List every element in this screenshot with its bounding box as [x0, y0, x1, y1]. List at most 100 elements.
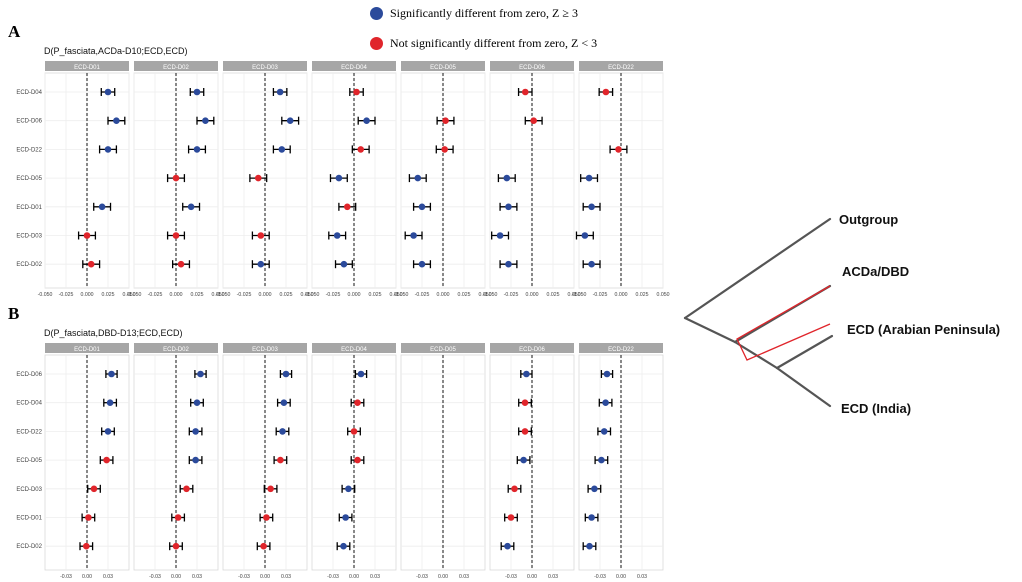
data-point — [354, 456, 361, 464]
x-tick-label: 0.050 — [212, 292, 225, 296]
legend-significant: Significantly different from zero, Z ≥ 3 — [370, 6, 578, 21]
data-point — [104, 146, 112, 153]
y-tick-label: ECD-D04 — [16, 90, 42, 96]
y-tick-label: ECD-D02 — [16, 262, 42, 268]
x-tick-label: 0.000 — [615, 292, 628, 296]
x-tick-label: -0.050 — [483, 292, 498, 296]
data-point — [172, 174, 180, 182]
x-tick-label: -0.050 — [216, 292, 231, 296]
tree-branch-ecd-arabian — [775, 334, 834, 370]
facet-label: ECD-D06 — [519, 65, 545, 71]
data-point — [363, 117, 370, 124]
x-tick-label: 0.025 — [191, 292, 204, 296]
data-point — [263, 514, 270, 521]
x-tick-label: -0.03 — [238, 574, 250, 578]
x-tick-label: -0.03 — [416, 574, 428, 578]
y-tick-label: ECD-D03 — [16, 487, 42, 493]
tip-label-acda-dbd: ACDa/DBD — [842, 264, 909, 279]
y-tick-label: ECD-D03 — [16, 234, 42, 240]
x-tick-label: -0.050 — [127, 292, 142, 296]
x-tick-label: 0.00 — [349, 574, 359, 578]
data-point — [581, 232, 589, 239]
x-tick-label: 0.03 — [637, 574, 647, 578]
panel-title-b: D(P_fasciata,DBD-D13;ECD,ECD) — [44, 328, 183, 338]
x-tick-label: 0.00 — [616, 574, 626, 578]
data-point — [267, 485, 274, 493]
panel-title-a: D(P_fasciata,ACDa-D10;ECD,ECD) — [44, 46, 188, 56]
data-point — [280, 399, 288, 406]
data-point — [523, 370, 530, 378]
y-tick-label: ECD-D22 — [16, 429, 42, 435]
facet-strip — [401, 343, 485, 353]
x-tick-label: 0.000 — [170, 292, 183, 296]
tree-branch-internal — [733, 340, 779, 370]
facet-strip — [490, 61, 574, 71]
data-point — [174, 514, 182, 521]
facet-label: ECD-D03 — [252, 347, 278, 353]
x-tick-label: 0.03 — [370, 574, 380, 578]
y-tick-label: ECD-D04 — [16, 401, 42, 407]
data-point — [83, 232, 91, 239]
data-point — [357, 146, 365, 153]
x-tick-label: 0.050 — [657, 292, 670, 296]
data-point — [530, 117, 537, 124]
data-point — [333, 232, 341, 239]
data-point — [615, 146, 622, 153]
facet-label: ECD-D22 — [608, 65, 634, 71]
data-point — [286, 117, 294, 124]
data-point — [192, 428, 199, 435]
data-point — [520, 456, 527, 464]
panel-letter-a: A — [8, 22, 21, 41]
x-tick-label: 0.03 — [281, 574, 291, 578]
data-point — [521, 399, 529, 406]
x-tick-label: 0.000 — [526, 292, 539, 296]
x-tick-label: -0.03 — [60, 574, 72, 578]
data-point — [254, 174, 262, 182]
data-point — [104, 428, 112, 435]
data-point — [511, 485, 518, 493]
data-point — [335, 174, 343, 182]
data-point — [260, 542, 267, 550]
data-point — [598, 456, 605, 464]
x-tick-label: -0.03 — [149, 574, 161, 578]
data-point — [418, 203, 426, 211]
data-point — [410, 232, 417, 239]
facet-strip — [45, 61, 129, 71]
x-tick-label: -0.03 — [327, 574, 339, 578]
data-point — [193, 88, 201, 96]
y-tick-label: ECD-D01 — [16, 205, 42, 211]
x-tick-label: 0.000 — [437, 292, 450, 296]
legend-not-significant: Not significantly different from zero, Z… — [370, 36, 597, 51]
data-point — [103, 456, 110, 464]
data-point — [603, 370, 611, 378]
x-tick-label: 0.025 — [369, 292, 382, 296]
x-tick-label: 0.050 — [479, 292, 492, 296]
introgression-highlight — [736, 285, 831, 361]
data-point — [87, 260, 95, 268]
x-tick-label: 0.03 — [459, 574, 469, 578]
y-tick-label: ECD-D22 — [16, 147, 42, 153]
data-point — [106, 399, 114, 406]
data-point — [90, 485, 98, 493]
facet-strip — [579, 343, 663, 353]
data-point — [354, 399, 361, 406]
data-point — [104, 88, 112, 96]
x-tick-label: 0.00 — [438, 574, 448, 578]
y-tick-label: ECD-D06 — [16, 119, 42, 125]
y-tick-label: ECD-D06 — [16, 372, 42, 378]
x-tick-label: 0.03 — [548, 574, 558, 578]
x-tick-label: -0.025 — [148, 292, 163, 296]
facet-label: ECD-D01 — [74, 347, 100, 353]
facet-strip — [223, 61, 307, 71]
y-tick-label: ECD-D05 — [16, 176, 42, 182]
x-tick-label: -0.050 — [38, 292, 53, 296]
data-point — [586, 542, 593, 550]
x-tick-label: -0.025 — [415, 292, 430, 296]
data-point — [350, 428, 358, 435]
data-point — [193, 146, 201, 153]
data-point — [505, 203, 512, 211]
data-point — [172, 232, 180, 239]
chart-a: ECD-D01 -0.050 -0.025 0.000 0.025 0.050 ECD-D0… — [16, 61, 670, 296]
x-tick-label: 0.03 — [103, 574, 113, 578]
x-tick-label: 0.050 — [390, 292, 403, 296]
